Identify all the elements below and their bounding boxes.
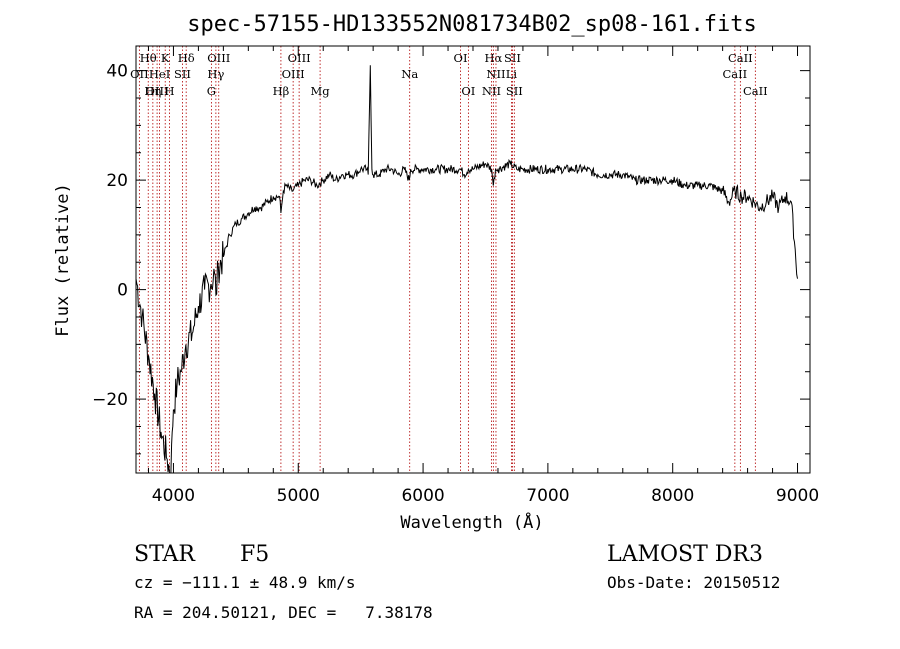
observation-date: Obs-Date: 20150512 (607, 573, 780, 592)
emission-line-markers: Hθ OII OIII K HeI Hη H Hδ SII OIII Hγ G Hβ OIII OIII Mg… (130, 46, 768, 473)
object-subclass: F5 (240, 542, 269, 567)
line-marker-label: OIII (207, 51, 230, 65)
line-marker-label: CaII (728, 51, 753, 65)
x-axis-label: Wavelength (Å) (400, 511, 543, 533)
line-marker-label: OI (461, 84, 475, 98)
spectrum-series (135, 65, 798, 474)
line-marker-label: K (161, 51, 170, 65)
x-axis: 4000 5000 6000 7000 8000 9000 (147, 46, 819, 506)
line-marker-label: OII (130, 67, 149, 81)
line-marker-label: Li (506, 67, 518, 81)
y-tick-label: 0 (117, 281, 128, 301)
x-tick-label: 5000 (277, 486, 320, 506)
x-tick-label: 9000 (776, 486, 819, 506)
line-marker-label: CaII (743, 84, 768, 98)
line-marker-label: SII (504, 51, 521, 65)
object-class: STAR (134, 542, 196, 567)
line-marker-label: NII (482, 84, 501, 98)
line-marker-label: NII (486, 67, 505, 81)
line-marker-label: HeI (149, 67, 170, 81)
y-axis: −20 0 20 40 (92, 62, 810, 455)
line-marker-label: Mg (311, 84, 331, 98)
line-marker-label: Hγ (207, 67, 224, 81)
line-marker-label: H (165, 84, 175, 98)
coordinates: RA = 204.50121, DEC = 7.38178 (134, 603, 433, 622)
line-marker-label: Hβ (273, 84, 290, 98)
x-tick-label: 8000 (651, 486, 694, 506)
line-marker-label: Hη (144, 84, 161, 98)
redshift-velocity: cz = −111.1 ± 48.9 km/s (134, 573, 356, 592)
y-tick-label: 20 (106, 171, 128, 191)
line-marker-label: Na (401, 67, 418, 81)
line-marker-label: CaII (722, 67, 747, 81)
line-marker-label: SII (174, 67, 191, 81)
line-marker-label: SII (506, 84, 523, 98)
y-tick-label: 40 (106, 62, 128, 82)
line-marker-label: G (207, 84, 216, 98)
line-marker-label: OI (454, 51, 468, 65)
plot-frame (135, 45, 811, 474)
x-tick-label: 4000 (152, 486, 195, 506)
line-marker-label: Hθ (140, 51, 157, 65)
chart-title: spec-57155-HD133552N081734B02_sp08-161.f… (187, 12, 757, 37)
line-marker-label: Hα (484, 51, 502, 65)
line-marker-label: OIII (146, 84, 169, 98)
survey-name: LAMOST DR3 (607, 542, 763, 567)
x-tick-label: 6000 (401, 486, 444, 506)
spectrum-line (135, 65, 798, 474)
y-axis-label: Flux (relative) (53, 183, 73, 337)
line-marker-label: OIII (288, 51, 311, 65)
x-tick-label: 7000 (526, 486, 569, 506)
line-marker-label: OIII (282, 67, 305, 81)
line-marker-label: Hδ (178, 51, 195, 65)
y-tick-label: −20 (92, 390, 128, 410)
